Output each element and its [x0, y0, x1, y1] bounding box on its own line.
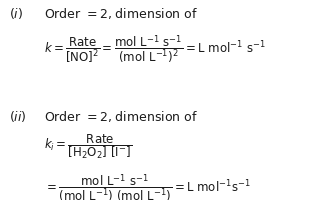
Text: $= \dfrac{\mathrm{mol\ L^{-1}\ s^{-1}}}{\mathrm{(mol\ L^{-1})\ (mol\ L^{-1})}} =: $= \dfrac{\mathrm{mol\ L^{-1}\ s^{-1}}}{…: [44, 172, 250, 200]
Text: Order $=2$, dimension of: Order $=2$, dimension of: [44, 108, 197, 123]
Text: $k = \dfrac{\mathrm{Rate}}{\mathrm{[NO]^2}} = \dfrac{\mathrm{mol\ L^{-1}\ s^{-1}: $k = \dfrac{\mathrm{Rate}}{\mathrm{[NO]^…: [44, 34, 265, 66]
Text: $(i)$: $(i)$: [9, 6, 24, 21]
Text: $k_i = \dfrac{\mathrm{Rate}}{\mathrm{[H_2O_2]\ [I^{-}]}}$: $k_i = \dfrac{\mathrm{Rate}}{\mathrm{[H_…: [44, 132, 132, 160]
Text: Order $=2$, dimension of: Order $=2$, dimension of: [44, 6, 197, 21]
Text: $(ii)$: $(ii)$: [9, 108, 27, 123]
